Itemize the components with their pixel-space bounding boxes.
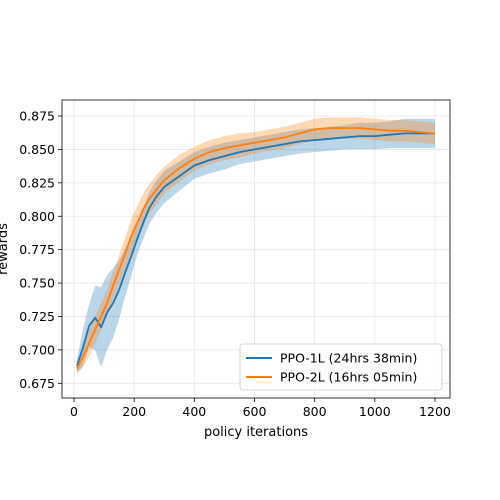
x-tick-label: 1000 bbox=[359, 404, 391, 419]
x-tick-label: 0 bbox=[70, 404, 78, 419]
y-tick-label: 0.775 bbox=[19, 242, 55, 257]
y-tick-label: 0.750 bbox=[19, 276, 55, 291]
plot-frame bbox=[61, 99, 451, 399]
legend: PPO-1L (24hrs 38min) PPO-2L (16hrs 05min) bbox=[239, 343, 443, 391]
series-1-band bbox=[77, 118, 435, 373]
x-axis-ticks: 0 200 400 600 800 1000 1200 bbox=[70, 398, 451, 419]
x-axis-label: policy iterations bbox=[204, 425, 308, 440]
series-2-band bbox=[77, 117, 435, 374]
x-tick-label: 600 bbox=[243, 404, 267, 419]
x-tick-label: 200 bbox=[122, 404, 146, 419]
legend-label-1: PPO-1L (24hrs 38min) bbox=[280, 351, 417, 366]
y-tick-label: 0.700 bbox=[19, 342, 55, 357]
y-tick-label: 0.725 bbox=[19, 309, 55, 324]
y-tick-label: 0.875 bbox=[19, 109, 55, 124]
legend-box bbox=[239, 343, 443, 391]
y-tick-label: 0.825 bbox=[19, 175, 55, 190]
legend-label-2: PPO-2L (16hrs 05min) bbox=[280, 370, 417, 385]
y-axis-label: rewards bbox=[0, 223, 11, 275]
series-1-line bbox=[76, 132, 435, 367]
confidence-bands bbox=[77, 117, 435, 374]
series-lines bbox=[76, 127, 436, 370]
y-axis-ticks: 0.675 0.700 0.725 0.750 0.775 0.800 0.825 0.850… bbox=[19, 109, 62, 391]
y-tick-label: 0.800 bbox=[19, 209, 55, 224]
x-tick-label: 400 bbox=[182, 404, 206, 419]
y-tick-label: 0.675 bbox=[19, 376, 55, 391]
x-tick-label: 800 bbox=[303, 404, 327, 419]
x-tick-label: 1200 bbox=[419, 404, 451, 419]
series-2-line bbox=[76, 127, 436, 370]
y-tick-label: 0.850 bbox=[19, 142, 55, 157]
